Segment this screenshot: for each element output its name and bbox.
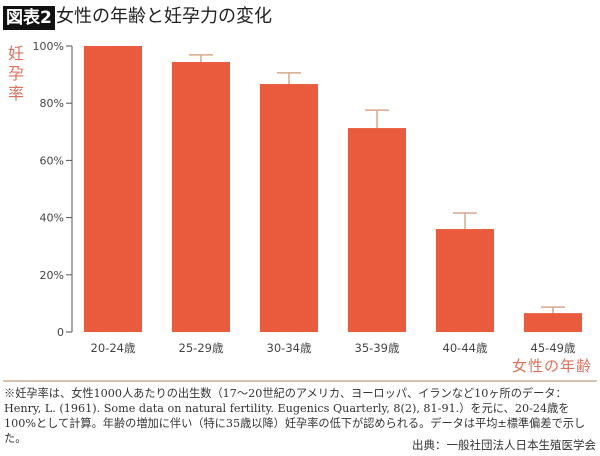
x-tick-label: 45-49歳 — [531, 341, 576, 355]
source-credit: 出典：一般社団法人日本生殖医学会 — [412, 438, 596, 452]
bar — [436, 229, 494, 332]
divider — [3, 380, 597, 382]
bar — [260, 84, 318, 333]
x-tick-label: 25-29歳 — [179, 341, 224, 355]
x-axis-label: 女性の年齢 — [511, 357, 592, 375]
x-tick-label: 30-34歳 — [267, 341, 312, 355]
x-tick-label: 35-39歳 — [355, 341, 400, 355]
bar — [172, 62, 230, 333]
chart-title: 女性の年齢と妊孕力の変化 — [56, 6, 272, 27]
x-tick-label: 40-44歳 — [443, 341, 488, 355]
y-tick-label: 100% — [33, 40, 64, 53]
bar — [524, 313, 582, 332]
y-axis-label: 妊孕率 — [7, 44, 24, 103]
bar — [84, 46, 142, 332]
footnote: ※妊孕率は、女性1000人あたりの出生数（17〜20世紀のアメリカ、ヨーロッパ、… — [4, 387, 586, 445]
y-tick-label: 0 — [57, 326, 64, 339]
y-tick-label: 20% — [40, 269, 64, 282]
y-tick-label: 40% — [40, 212, 64, 225]
figure-badge: 図表2 — [3, 6, 55, 30]
bar-chart: 0 20% 40% 60% 80% 100% 20-24歳 25-29歳 30-34歳 35-39… — [33, 40, 582, 355]
bar — [348, 128, 406, 332]
y-tick-label: 60% — [40, 154, 64, 167]
x-tick-label: 20-24歳 — [91, 341, 136, 355]
y-tick-label: 80% — [40, 97, 64, 110]
